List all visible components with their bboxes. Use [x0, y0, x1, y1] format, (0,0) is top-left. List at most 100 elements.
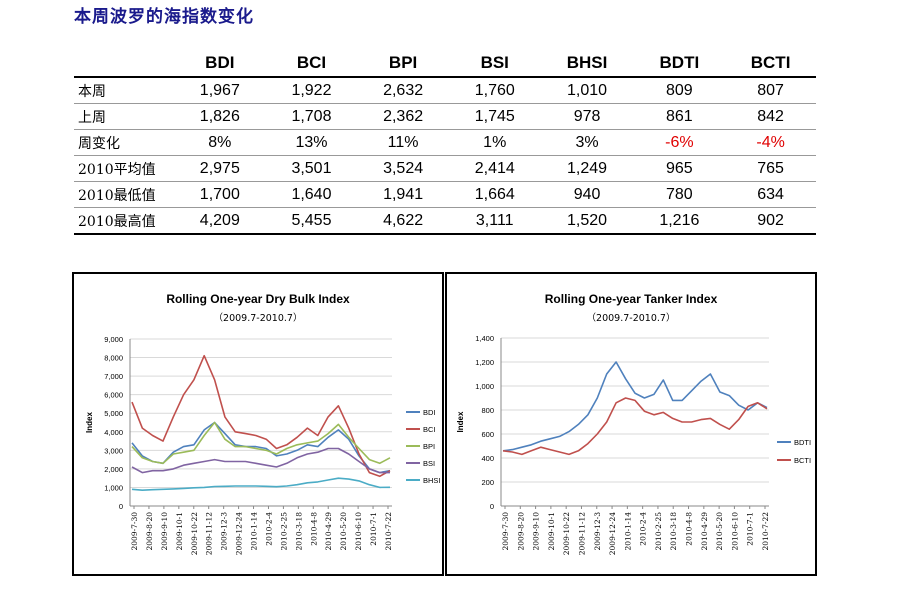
x-tick-label: 2009-12-3 [220, 512, 229, 551]
x-tick-label: 2009-10-22 [190, 512, 199, 555]
x-tick-label: 2010-1-14 [250, 512, 259, 551]
x-tick-label: 2009-12-24 [235, 512, 244, 555]
chart-subtitle: （2009.7-2010.7） [214, 312, 303, 324]
y-tick-label: 1,400 [475, 334, 494, 343]
x-tick-label: 2010-4-8 [309, 512, 318, 546]
x-tick-label: 2009-7-30 [130, 512, 139, 551]
x-tick-label: 2009-9-10 [532, 512, 541, 551]
x-tick-label: 2010-2-4 [639, 512, 648, 546]
y-tick-label: 200 [481, 478, 494, 487]
table-cell: 1,664 [448, 181, 541, 208]
x-tick-label: 2009-8-20 [145, 512, 154, 551]
x-tick-label: 2009-7-30 [501, 512, 510, 551]
table-cell: 1,216 [633, 207, 726, 235]
x-tick-label: 2009-12-24 [608, 512, 617, 555]
legend-label: BCI [423, 425, 436, 434]
y-tick-label: 1,000 [104, 483, 123, 492]
x-tick-label: 2010-7-1 [369, 512, 378, 546]
x-tick-label: 2009-12-3 [593, 512, 602, 551]
y-tick-label: 400 [481, 454, 494, 463]
row-label: 上周 [74, 103, 174, 130]
series-line-bhsi [131, 477, 391, 491]
table-cell: 1,249 [540, 155, 634, 182]
x-tick-label: 2009-11-12 [205, 512, 214, 555]
row-label-header [74, 50, 174, 78]
x-tick-label: 2010-4-29 [324, 512, 333, 551]
page-heading: 本周波罗的海指数变化 [74, 7, 254, 27]
table-cell: 3,501 [265, 155, 358, 182]
chart-title: Rolling One-year Tanker Index [545, 292, 718, 306]
table-row: 2010最高值 4,209 5,455 4,622 3,111 1,520 1,… [74, 207, 816, 235]
y-tick-label: 3,000 [104, 446, 123, 455]
column-header: BDTI [633, 50, 726, 78]
table-cell: 8% [174, 129, 266, 156]
column-header: BPI [357, 50, 449, 78]
table-cell: 902 [725, 207, 816, 235]
dry-bulk-chart-panel: Rolling One-year Dry Bulk Index （2009.7-2… [72, 272, 444, 576]
x-tick-label: 2010-4-29 [700, 512, 709, 551]
table-cell: 807 [725, 76, 816, 104]
row-label: 周变化 [74, 129, 174, 156]
dry-bulk-chart: Rolling One-year Dry Bulk Index （2009.7-2… [85, 292, 441, 555]
chart-subtitle: （2009.7-2010.7） [587, 312, 676, 324]
y-tick-label: 7,000 [104, 372, 123, 381]
row-label: 2010平均值 [74, 155, 174, 182]
table-cell: 940 [540, 181, 634, 208]
legend-label: BCTI [794, 456, 811, 465]
x-tick-label: 2009-10-1 [547, 512, 556, 550]
table-cell: 1% [448, 129, 541, 156]
series-line-bcti [502, 397, 768, 456]
x-tick-label: 2010-6-10 [354, 512, 363, 551]
x-tick-label: 2009-9-10 [160, 512, 169, 551]
y-tick-label: 8,000 [104, 354, 123, 363]
table-cell: 978 [540, 103, 634, 130]
index-table: BDI BCI BPI BSI BHSI BDTI BCTI 本周 1,967 … [74, 50, 816, 235]
legend-label: BDTI [794, 438, 811, 447]
row-label: 2010最高值 [74, 207, 174, 235]
chart-title: Rolling One-year Dry Bulk Index [166, 292, 350, 306]
legend-label: BSI [423, 459, 435, 468]
y-tick-label: 600 [481, 430, 494, 439]
table-row: 本周 1,967 1,922 2,632 1,760 1,010 809 807 [74, 76, 816, 104]
table-cell: 1,826 [174, 103, 266, 130]
table-row: 周变化 8% 13% 11% 1% 3% -6% -4% [74, 129, 816, 156]
table-cell: 1,010 [540, 76, 634, 104]
table-cell: 780 [633, 181, 726, 208]
table-row: 2010平均值 2,975 3,501 3,524 2,414 1,249 96… [74, 155, 816, 182]
legend-label: BDI [423, 408, 436, 417]
y-tick-label: 0 [490, 502, 494, 511]
table-cell: 842 [725, 103, 816, 130]
table-cell: 3,524 [357, 155, 449, 182]
table-cell: 2,632 [357, 76, 449, 104]
x-tick-label: 2010-7-22 [384, 512, 393, 551]
x-tick-label: 2010-2-25 [654, 512, 663, 551]
table-cell: 4,209 [174, 207, 266, 235]
column-header: BCI [265, 50, 358, 78]
x-tick-label: 2010-3-18 [294, 512, 303, 551]
series-line-bpi [131, 421, 391, 465]
table-cell: 809 [633, 76, 726, 104]
y-tick-label: 4,000 [104, 428, 123, 437]
table-cell: 1,640 [265, 181, 358, 208]
table-cell: 1,941 [357, 181, 449, 208]
x-tick-label: 2010-1-14 [623, 512, 632, 551]
table-header-row: BDI BCI BPI BSI BHSI BDTI BCTI [74, 50, 816, 78]
tanker-chart: Rolling One-year Tanker Index （2009.7-201… [456, 292, 811, 555]
x-tick-label: 2010-5-20 [715, 512, 724, 551]
column-header: BHSI [540, 50, 634, 78]
x-tick-label: 2010-5-20 [339, 512, 348, 551]
table-cell: 1,745 [448, 103, 541, 130]
table-row: 2010最低值 1,700 1,640 1,941 1,664 940 780 … [74, 181, 816, 208]
x-tick-label: 2010-7-22 [761, 512, 770, 551]
y-tick-label: 1,000 [475, 382, 494, 391]
column-header: BCTI [725, 50, 816, 78]
x-tick-label: 2010-2-25 [279, 512, 288, 551]
table-cell: 1,700 [174, 181, 266, 208]
table-cell: 1,520 [540, 207, 634, 235]
y-tick-label: 800 [481, 406, 494, 415]
table-cell: 3,111 [448, 207, 541, 235]
table-cell: 1,708 [265, 103, 358, 130]
table-cell: 5,455 [265, 207, 358, 235]
table-cell-negative: -4% [725, 129, 816, 156]
y-tick-label: 5,000 [104, 409, 123, 418]
